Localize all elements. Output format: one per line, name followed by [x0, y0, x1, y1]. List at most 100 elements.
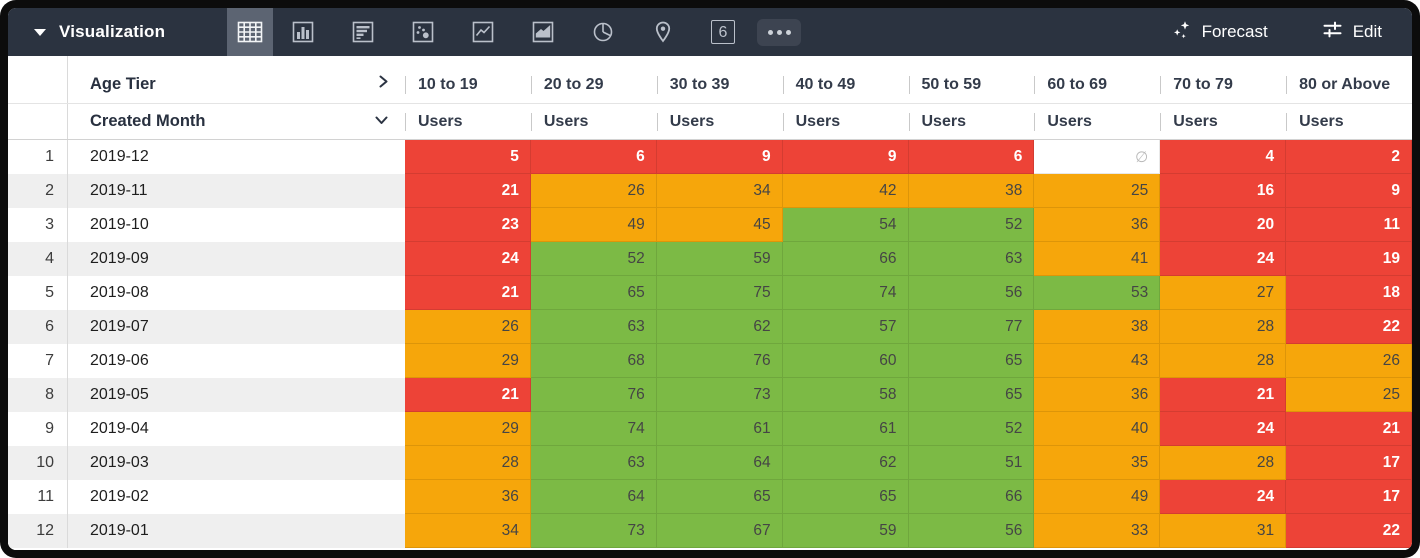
data-cell[interactable]: 36 [405, 480, 531, 514]
measure-header-4[interactable]: Users [909, 104, 1035, 139]
data-cell[interactable]: 34 [656, 174, 783, 208]
month-cell[interactable]: 2019-12 [68, 140, 405, 174]
more-vis-types-button[interactable] [757, 18, 801, 46]
data-cell[interactable]: 60 [782, 344, 909, 378]
data-cell[interactable]: 66 [908, 480, 1035, 514]
month-cell[interactable]: 2019-04 [68, 412, 405, 446]
data-cell[interactable]: 29 [405, 412, 531, 446]
data-cell[interactable]: 18 [1286, 276, 1412, 310]
data-cell[interactable]: 20 [1160, 208, 1287, 242]
data-cell[interactable]: 2 [1286, 140, 1412, 174]
data-cell[interactable]: 28 [1160, 310, 1287, 344]
data-cell[interactable]: 11 [1286, 208, 1412, 242]
data-cell[interactable]: 26 [1286, 344, 1412, 378]
data-cell[interactable]: 73 [656, 378, 783, 412]
measure-header-0[interactable]: Users [405, 104, 531, 139]
column-header-1[interactable]: 20 to 29 [530, 56, 657, 103]
data-cell[interactable]: 9 [656, 140, 783, 174]
data-cell[interactable]: 17 [1286, 446, 1412, 480]
data-cell[interactable]: 21 [1160, 378, 1287, 412]
measure-header-2[interactable]: Users [657, 104, 783, 139]
data-cell[interactable]: 31 [1160, 514, 1287, 548]
data-cell[interactable]: 38 [1034, 310, 1161, 344]
vis-type-column-chart-button[interactable] [273, 8, 333, 56]
data-cell[interactable]: 24 [1160, 480, 1287, 514]
vis-type-single-value-button[interactable]: 6 [693, 8, 753, 56]
data-cell[interactable]: 28 [1160, 446, 1287, 480]
column-header-5[interactable]: 60 to 69 [1034, 56, 1160, 103]
data-cell[interactable]: 36 [1034, 378, 1161, 412]
data-cell[interactable]: 67 [656, 514, 783, 548]
month-cell[interactable]: 2019-03 [68, 446, 405, 480]
data-cell[interactable]: 76 [656, 344, 783, 378]
data-cell[interactable]: 77 [908, 310, 1035, 344]
data-cell[interactable]: 52 [908, 208, 1035, 242]
data-cell[interactable]: 75 [656, 276, 783, 310]
data-cell[interactable]: 21 [405, 378, 531, 412]
data-cell[interactable]: 63 [530, 446, 657, 480]
month-cell[interactable]: 2019-01 [68, 514, 405, 548]
data-cell[interactable]: 62 [782, 446, 909, 480]
data-cell[interactable]: 41 [1034, 242, 1161, 276]
column-header-0[interactable]: 10 to 19 [405, 56, 531, 103]
data-cell[interactable]: 22 [1286, 514, 1412, 548]
data-cell[interactable]: 6 [908, 140, 1035, 174]
vis-type-map-button[interactable] [633, 8, 693, 56]
column-header-4[interactable]: 50 to 59 [908, 56, 1035, 103]
vis-type-table-button[interactable] [227, 8, 273, 56]
data-cell[interactable]: 6 [530, 140, 657, 174]
data-cell[interactable]: 38 [908, 174, 1035, 208]
data-cell[interactable]: 61 [656, 412, 783, 446]
data-cell[interactable]: 54 [782, 208, 909, 242]
vis-type-area-chart-button[interactable] [513, 8, 573, 56]
measure-header-6[interactable]: Users [1160, 104, 1286, 139]
data-cell[interactable]: 45 [656, 208, 783, 242]
data-cell[interactable]: 28 [405, 446, 531, 480]
visualization-menu[interactable]: Visualization [8, 22, 227, 42]
column-header-6[interactable]: 70 to 79 [1160, 56, 1286, 103]
data-cell[interactable]: 24 [1160, 242, 1287, 276]
data-cell[interactable]: 49 [530, 208, 657, 242]
data-cell[interactable]: 74 [782, 276, 909, 310]
data-cell[interactable]: 65 [656, 480, 783, 514]
data-cell[interactable]: 4 [1160, 140, 1287, 174]
data-cell[interactable]: 56 [908, 276, 1035, 310]
data-cell[interactable]: 29 [405, 344, 531, 378]
data-cell[interactable]: 25 [1034, 174, 1161, 208]
data-cell[interactable]: 68 [530, 344, 657, 378]
data-cell[interactable]: 33 [1034, 514, 1161, 548]
column-header-3[interactable]: 40 to 49 [782, 56, 909, 103]
data-cell[interactable]: 24 [1160, 412, 1287, 446]
data-cell[interactable]: 5 [405, 140, 531, 174]
data-cell[interactable]: 53 [1034, 276, 1161, 310]
age-tier-header[interactable]: Age Tier [68, 56, 405, 103]
column-header-7[interactable]: 80 or Above [1286, 56, 1412, 103]
data-cell[interactable]: 19 [1286, 242, 1412, 276]
data-cell[interactable]: 52 [908, 412, 1035, 446]
data-cell[interactable]: 73 [530, 514, 657, 548]
data-cell[interactable]: 59 [782, 514, 909, 548]
data-cell[interactable]: 21 [1286, 412, 1412, 446]
data-cell[interactable]: 74 [530, 412, 657, 446]
data-cell[interactable]: ∅ [1034, 140, 1161, 174]
edit-button[interactable]: Edit [1322, 19, 1382, 45]
data-cell[interactable]: 27 [1160, 276, 1287, 310]
data-cell[interactable]: 58 [782, 378, 909, 412]
forecast-button[interactable]: Forecast [1171, 19, 1268, 45]
data-cell[interactable]: 65 [782, 480, 909, 514]
measure-header-5[interactable]: Users [1034, 104, 1160, 139]
data-cell[interactable]: 25 [1286, 378, 1412, 412]
data-cell[interactable]: 76 [530, 378, 657, 412]
data-cell[interactable]: 65 [530, 276, 657, 310]
data-cell[interactable]: 21 [405, 174, 531, 208]
data-cell[interactable]: 23 [405, 208, 531, 242]
column-header-2[interactable]: 30 to 39 [656, 56, 783, 103]
vis-type-bar-chart-button[interactable] [333, 8, 393, 56]
data-cell[interactable]: 9 [1286, 174, 1412, 208]
month-cell[interactable]: 2019-10 [68, 208, 405, 242]
month-cell[interactable]: 2019-08 [68, 276, 405, 310]
data-cell[interactable]: 49 [1034, 480, 1161, 514]
data-cell[interactable]: 57 [782, 310, 909, 344]
data-cell[interactable]: 26 [405, 310, 531, 344]
data-cell[interactable]: 64 [530, 480, 657, 514]
